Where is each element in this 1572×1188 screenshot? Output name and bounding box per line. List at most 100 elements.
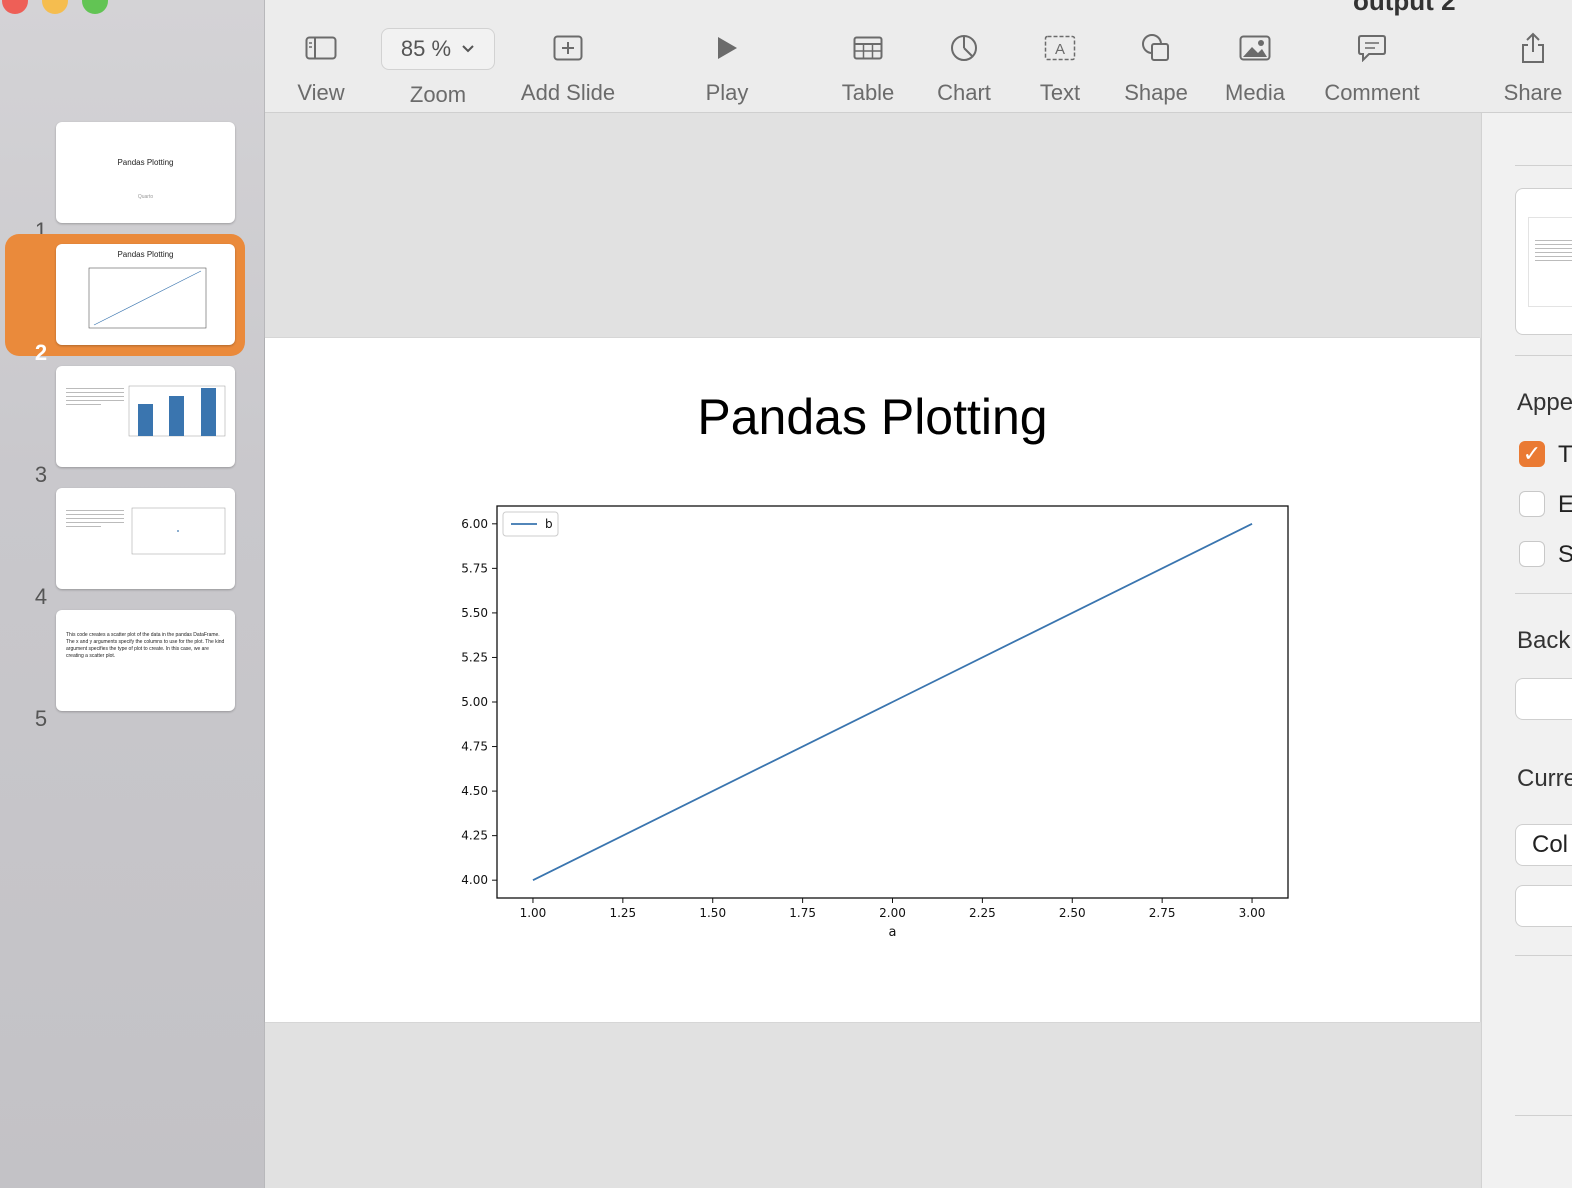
- series-line-b[interactable]: [532, 523, 1253, 881]
- minimize-window-button[interactable]: [42, 0, 68, 14]
- divider: [1515, 1115, 1572, 1116]
- share-label: Share: [1503, 80, 1563, 105]
- slide-number-checkbox[interactable]: [1519, 541, 1545, 567]
- current-slide[interactable]: Pandas Plotting 1.00 1.25 1.50 1.75 2.00 2.25…: [265, 338, 1480, 1022]
- y-tick-label: 5.50: [461, 606, 488, 620]
- x-tick-label: 1.00: [520, 906, 547, 920]
- line-chart[interactable]: 1.00 1.25 1.50 1.75 2.00 2.25 2.50 2.75 3.00 4.00…: [265, 338, 1480, 1022]
- media-button[interactable]: Media: [1223, 28, 1287, 106]
- x-tick-label: 1.75: [789, 906, 816, 920]
- y-tick-label: 5.25: [461, 650, 488, 664]
- photo-icon: [1223, 28, 1287, 68]
- x-tick-label: 1.25: [609, 906, 636, 920]
- layout-thumbnail: [1528, 217, 1572, 307]
- y-tick-label: 5.75: [461, 561, 488, 575]
- shape-label: Shape: [1124, 80, 1188, 105]
- slide-thumbnail-3[interactable]: 3: [0, 366, 264, 487]
- x-tick-label: 2.50: [1059, 906, 1086, 920]
- legend-label: b: [545, 517, 553, 531]
- add-slide-button[interactable]: Add Slide: [517, 28, 619, 106]
- sidebar-icon: [295, 28, 347, 68]
- slide-preview: [56, 488, 235, 589]
- thumb-chart: [88, 267, 207, 329]
- slide-preview: Pandas Plotting Quarto: [56, 122, 235, 223]
- slide-title[interactable]: Pandas Plotting: [697, 389, 1048, 445]
- body-checkbox[interactable]: [1519, 491, 1545, 517]
- comment-button[interactable]: Comment: [1321, 28, 1423, 106]
- thumb-chart: [128, 385, 226, 437]
- slide-navigator: Pandas Plotting Quarto 1 Pandas Plotting…: [0, 0, 265, 1188]
- chart-button[interactable]: Chart: [935, 28, 993, 106]
- table-button[interactable]: Table: [839, 28, 897, 106]
- view-label: View: [297, 80, 345, 105]
- maximize-window-button[interactable]: [82, 0, 108, 14]
- play-button[interactable]: Play: [703, 28, 751, 106]
- chevron-down-icon: [462, 45, 474, 53]
- add-slide-label: Add Slide: [520, 80, 616, 105]
- chart-icon: [935, 28, 993, 68]
- divider: [1515, 355, 1572, 356]
- zoom-select[interactable]: 85 %: [381, 28, 495, 70]
- share-icon: [1501, 28, 1565, 68]
- x-tick-label: 2.00: [879, 906, 906, 920]
- comment-icon: [1321, 28, 1423, 68]
- thumb-body-text: [66, 388, 124, 408]
- thumb-title: Pandas Plotting: [117, 158, 174, 167]
- slide-thumbnail-4[interactable]: 4: [0, 488, 264, 609]
- x-tick-label: 2.75: [1149, 906, 1176, 920]
- slide-layout-preview[interactable]: [1515, 188, 1572, 335]
- y-tick-label: 4.00: [461, 873, 488, 887]
- current-select[interactable]: Col: [1515, 824, 1572, 866]
- table-icon: [839, 28, 897, 68]
- slide-number: 4: [34, 584, 48, 609]
- share-button[interactable]: Share: [1501, 28, 1565, 106]
- thumb-body-text: [66, 510, 124, 530]
- format-inspector: Appe ✓ T E S Back Curre Col: [1481, 113, 1572, 1188]
- x-tick-label: 2.25: [969, 906, 996, 920]
- slide-number-checkbox-label: S: [1558, 541, 1572, 569]
- text-button[interactable]: A Text: [1037, 28, 1083, 106]
- divider: [1515, 593, 1572, 594]
- shape-icon: [1121, 28, 1191, 68]
- x-tick-label: 3.00: [1239, 906, 1266, 920]
- y-tick-label: 5.00: [461, 695, 488, 709]
- slide-preview: This code creates a scatter plot of the …: [56, 610, 235, 711]
- thumb-title: Pandas Plotting: [117, 250, 174, 259]
- comment-label: Comment: [1324, 80, 1420, 105]
- divider: [1515, 165, 1572, 166]
- x-tick-label: 1.50: [699, 906, 726, 920]
- chart-label: Chart: [937, 80, 991, 105]
- slide-canvas[interactable]: Pandas Plotting 1.00 1.25 1.50 1.75 2.00 2.25…: [265, 113, 1480, 1188]
- title-checkbox[interactable]: ✓: [1519, 441, 1545, 467]
- y-tick-label: 4.50: [461, 784, 488, 798]
- background-heading: Back: [1517, 627, 1571, 654]
- slide-number: 3: [34, 462, 48, 487]
- slide-thumbnail-5[interactable]: This code creates a scatter plot of the …: [0, 610, 264, 731]
- current-heading: Curre: [1517, 765, 1572, 792]
- thumb-chart: [131, 507, 226, 555]
- thumb-subtitle: Quarto: [137, 194, 154, 200]
- toolbar: output 2 View 85 % Zoom Add Slide Play T…: [265, 0, 1572, 113]
- slide-thumbnail-1[interactable]: Pandas Plotting Quarto 1: [0, 122, 264, 243]
- shape-button[interactable]: Shape: [1121, 28, 1191, 106]
- appearance-heading: Appe: [1517, 389, 1572, 416]
- media-label: Media: [1225, 80, 1285, 105]
- svg-text:A: A: [1055, 41, 1065, 58]
- divider: [1515, 955, 1572, 956]
- background-fill-select[interactable]: [1515, 678, 1572, 720]
- current-option-field[interactable]: [1515, 885, 1572, 927]
- window-title: output 2: [1353, 0, 1456, 16]
- table-label: Table: [841, 80, 895, 105]
- thumb-body-text: This code creates a scatter plot of the …: [66, 632, 225, 659]
- current-select-value: Col: [1532, 831, 1569, 858]
- slide-preview: Pandas Plotting: [56, 244, 235, 345]
- slide-number: 5: [34, 706, 48, 731]
- slide-thumbnail-2[interactable]: Pandas Plotting 2: [0, 234, 264, 365]
- view-button[interactable]: View: [295, 28, 347, 106]
- zoom-label: Zoom: [409, 82, 467, 107]
- close-window-button[interactable]: [2, 0, 28, 14]
- window-controls: [2, 0, 108, 14]
- text-label: Text: [1039, 80, 1081, 105]
- add-slide-icon: [517, 28, 619, 68]
- zoom-control[interactable]: 85 % Zoom: [381, 28, 495, 108]
